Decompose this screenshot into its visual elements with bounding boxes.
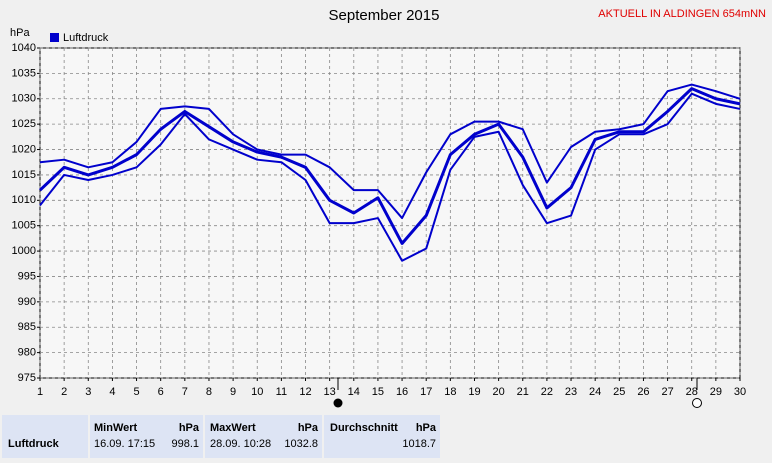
x-tick-label: 1 — [37, 386, 43, 398]
moon-new — [333, 398, 343, 408]
x-tick-label: 12 — [299, 386, 311, 398]
x-tick-label: 21 — [517, 386, 529, 398]
x-tick-label: 5 — [133, 386, 139, 398]
table-cell — [205, 415, 322, 458]
x-tick-label: 10 — [251, 386, 263, 398]
x-tick-label: 27 — [661, 386, 673, 398]
y-tick-label: 1030 — [12, 93, 36, 105]
table-cell — [90, 415, 203, 458]
cell-value: 1018.7 — [402, 438, 436, 450]
y-tick-label: 990 — [18, 296, 36, 308]
x-tick-label: 17 — [420, 386, 432, 398]
table-cell — [2, 415, 88, 458]
legend-swatch — [50, 33, 59, 42]
y-tick-label: 975 — [18, 372, 36, 384]
x-tick-label: 9 — [230, 386, 236, 398]
x-tick-label: 28 — [686, 386, 698, 398]
y-tick-label: 1015 — [12, 169, 36, 181]
column-unit: hPa — [298, 422, 319, 434]
column-label: Durchschnitt — [330, 422, 398, 434]
y-tick-label: 1040 — [12, 42, 36, 54]
row-label: Luftdruck — [8, 438, 60, 450]
line — [38, 87, 741, 245]
x-tick-label: 30 — [734, 386, 746, 398]
column-label: MinWert — [94, 422, 138, 434]
y-tick-label: 980 — [18, 347, 36, 359]
chart-subtitle: AKTUELL IN ALDINGEN 654mNN — [598, 8, 766, 20]
x-tick-label: 22 — [541, 386, 553, 398]
x-tick-label: 11 — [276, 386, 287, 398]
y-tick-label: 1025 — [12, 118, 36, 130]
chart-title: September 2015 — [329, 7, 440, 24]
y-tick-label: 985 — [18, 321, 36, 333]
y-tick-label: 1035 — [12, 67, 36, 79]
x-tick-label: 2 — [61, 386, 67, 398]
x-tick-label: 20 — [492, 386, 504, 398]
x-tick-label: 29 — [710, 386, 722, 398]
legend-label: Luftdruck — [63, 32, 109, 44]
x-tick-label: 13 — [324, 386, 336, 398]
cell-value: 1032.8 — [284, 438, 318, 450]
x-tick-label: 19 — [468, 386, 480, 398]
column-unit: hPa — [416, 422, 437, 434]
x-tick-label: 24 — [589, 386, 601, 398]
line — [39, 92, 741, 262]
column-unit: hPa — [179, 422, 200, 434]
plot-area — [39, 47, 741, 379]
x-tick-label: 8 — [206, 386, 212, 398]
table-cell — [324, 415, 440, 458]
x-tick-label: 18 — [444, 386, 456, 398]
x-tick-label: 6 — [158, 386, 164, 398]
y-tick-label: 1010 — [12, 194, 36, 206]
cell-time: 28.09. 10:28 — [210, 438, 271, 450]
x-tick-label: 16 — [396, 386, 408, 398]
cell-time: 16.09. 17:15 — [94, 438, 155, 450]
y-tick-label: 1020 — [12, 143, 36, 155]
cell-value: 998.1 — [171, 438, 199, 450]
column-label: MaxWert — [210, 422, 256, 434]
x-tick-label: 26 — [637, 386, 649, 398]
line — [39, 83, 741, 220]
y-tick-label: 995 — [18, 270, 36, 282]
x-tick-label: 14 — [348, 386, 360, 398]
y-tick-label: 1005 — [12, 220, 36, 232]
x-tick-label: 15 — [372, 386, 384, 398]
y-axis-label: hPa — [10, 27, 30, 39]
x-tick-label: 7 — [182, 386, 188, 398]
x-tick-label: 25 — [613, 386, 625, 398]
y-tick-label: 1000 — [12, 245, 36, 257]
x-tick-label: 4 — [109, 386, 115, 398]
moon-full — [692, 398, 702, 408]
x-tick-label: 3 — [85, 386, 91, 398]
x-tick-label: 23 — [565, 386, 577, 398]
